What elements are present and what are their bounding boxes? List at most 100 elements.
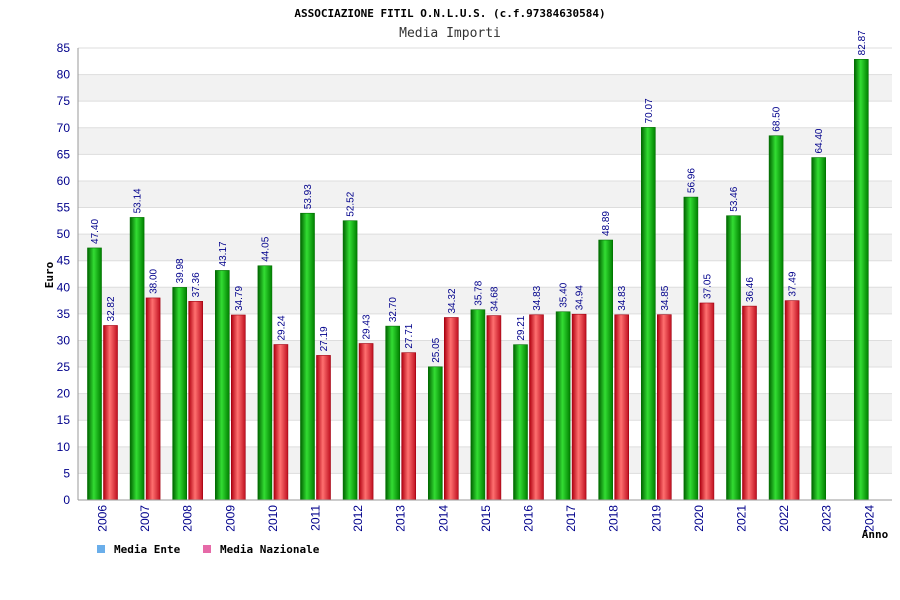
bar-media-nazionale-2012: [358, 343, 374, 501]
data-label: 34.32: [447, 288, 458, 313]
x-tick-label: 2006: [96, 505, 110, 532]
bar-media-ente-2011: [300, 212, 315, 501]
grid-band: [78, 234, 892, 261]
data-label: 29.24: [276, 315, 287, 340]
legend-swatch-media-ente: [97, 545, 105, 553]
y-tick-label: 50: [57, 227, 71, 241]
data-label: 27.19: [319, 326, 330, 351]
bar-media-nazionale-2013: [401, 352, 417, 501]
bar-media-nazionale-2017: [571, 313, 587, 501]
bar-media-nazionale-2020: [699, 302, 715, 501]
data-label: 32.70: [388, 297, 399, 322]
bar-media-nazionale-2007: [145, 297, 161, 501]
y-tick-label: 25: [57, 360, 71, 374]
y-tick-label: 10: [57, 440, 71, 454]
data-label: 64.40: [814, 128, 825, 153]
grid-band: [78, 154, 892, 181]
bar-media-ente-2016: [513, 344, 528, 501]
bar-media-ente-2009: [215, 270, 230, 501]
data-label: 53.93: [303, 184, 314, 209]
grid-band: [78, 260, 892, 288]
legend-label-media-nazionale: Media Nazionale: [220, 543, 320, 556]
x-tick-label: 2021: [735, 505, 749, 532]
legend: Media Ente Media Nazionale: [97, 543, 320, 556]
data-label: 38.00: [149, 268, 160, 293]
bar-media-ente-2023: [811, 157, 827, 501]
bar-media-nazionale-2014: [443, 317, 459, 501]
bar-media-nazionale-2009: [231, 314, 246, 501]
data-label: 48.89: [601, 211, 612, 236]
data-label: 82.87: [857, 30, 868, 55]
data-label: 47.40: [90, 218, 101, 243]
x-tick-label: 2022: [777, 505, 791, 532]
data-label: 34.94: [575, 285, 586, 310]
x-tick-label: 2010: [266, 505, 280, 532]
bar-media-ente-2019: [640, 127, 656, 501]
data-label: 56.96: [686, 168, 697, 193]
bar-media-nazionale-2008: [188, 301, 203, 501]
bar-media-nazionale-2018: [614, 314, 630, 501]
bar-media-ente-2021: [726, 215, 741, 501]
bar-media-nazionale-2015: [486, 315, 502, 501]
y-tick-label: 35: [57, 307, 71, 321]
bar-media-nazionale-2021: [742, 305, 757, 501]
x-tick-label: 2018: [607, 505, 621, 532]
y-tick-label: 20: [57, 387, 71, 401]
data-label: 36.46: [745, 277, 756, 302]
grid-band: [78, 74, 892, 102]
y-axis-ticks: 0 5 10 15 20 25 30 35 40 45 50 55 60 65 70 75 80 85: [57, 41, 71, 507]
bar-media-nazionale-2019: [656, 314, 672, 501]
data-label: 68.50: [772, 106, 783, 131]
x-tick-label: 2020: [692, 505, 706, 532]
bar-media-ente-2013: [385, 325, 401, 501]
data-label: 34.83: [532, 285, 543, 310]
data-label: 25.05: [431, 337, 442, 362]
data-label: 52.52: [346, 191, 357, 216]
x-tick-label: 2009: [223, 505, 237, 532]
bar-media-ente-2007: [129, 217, 145, 501]
data-label: 43.17: [218, 241, 229, 266]
bar-media-ente-2012: [342, 220, 358, 501]
y-tick-label: 60: [57, 174, 71, 188]
data-label: 70.07: [644, 98, 655, 123]
data-label: 44.05: [260, 236, 271, 261]
x-tick-label: 2012: [351, 505, 365, 532]
grid-band: [78, 207, 892, 235]
data-label: 35.78: [473, 280, 484, 305]
x-tick-label: 2011: [309, 505, 323, 531]
data-label: 35.40: [559, 282, 570, 307]
y-tick-label: 30: [57, 333, 71, 347]
bar-media-ente-2015: [470, 309, 486, 501]
data-label: 34.79: [234, 286, 245, 311]
data-label: 37.05: [702, 274, 713, 299]
bar-media-ente-2020: [683, 196, 699, 501]
y-tick-label: 65: [57, 147, 71, 161]
data-label: 29.43: [362, 314, 373, 339]
data-label: 53.14: [133, 188, 144, 213]
data-label: 27.71: [404, 323, 415, 348]
x-tick-label: 2013: [394, 505, 408, 532]
bar-media-ente-2008: [172, 287, 187, 501]
data-label: 39.98: [175, 258, 186, 283]
data-label: 37.49: [788, 271, 799, 296]
data-label: 34.85: [660, 285, 671, 310]
y-tick-label: 70: [57, 121, 71, 135]
bar-media-nazionale-2006: [103, 325, 118, 501]
data-label: 34.68: [489, 286, 500, 311]
chart-title: ASSOCIAZIONE FITIL O.N.L.U.S. (c.f.97384…: [294, 7, 605, 20]
bar-media-ente-2014: [427, 366, 443, 501]
bar-media-ente-2024: [853, 59, 869, 501]
data-label: 53.46: [729, 186, 740, 211]
data-label: 37.36: [191, 272, 202, 297]
bar-media-nazionale-2016: [529, 314, 544, 501]
x-tick-label: 2016: [522, 505, 536, 532]
bar-media-ente-2022: [768, 135, 784, 501]
legend-label-media-ente: Media Ente: [114, 543, 181, 556]
legend-swatch-media-nazionale: [203, 545, 211, 553]
y-tick-label: 55: [57, 201, 71, 215]
x-axis-ticks: 2006 2007 2008 2009 2010 2011 2012 2013 2014 2015…: [96, 505, 877, 532]
bar-media-ente-2018: [598, 239, 614, 501]
grid-band: [78, 127, 892, 155]
bar-media-nazionale-2011: [316, 355, 331, 501]
